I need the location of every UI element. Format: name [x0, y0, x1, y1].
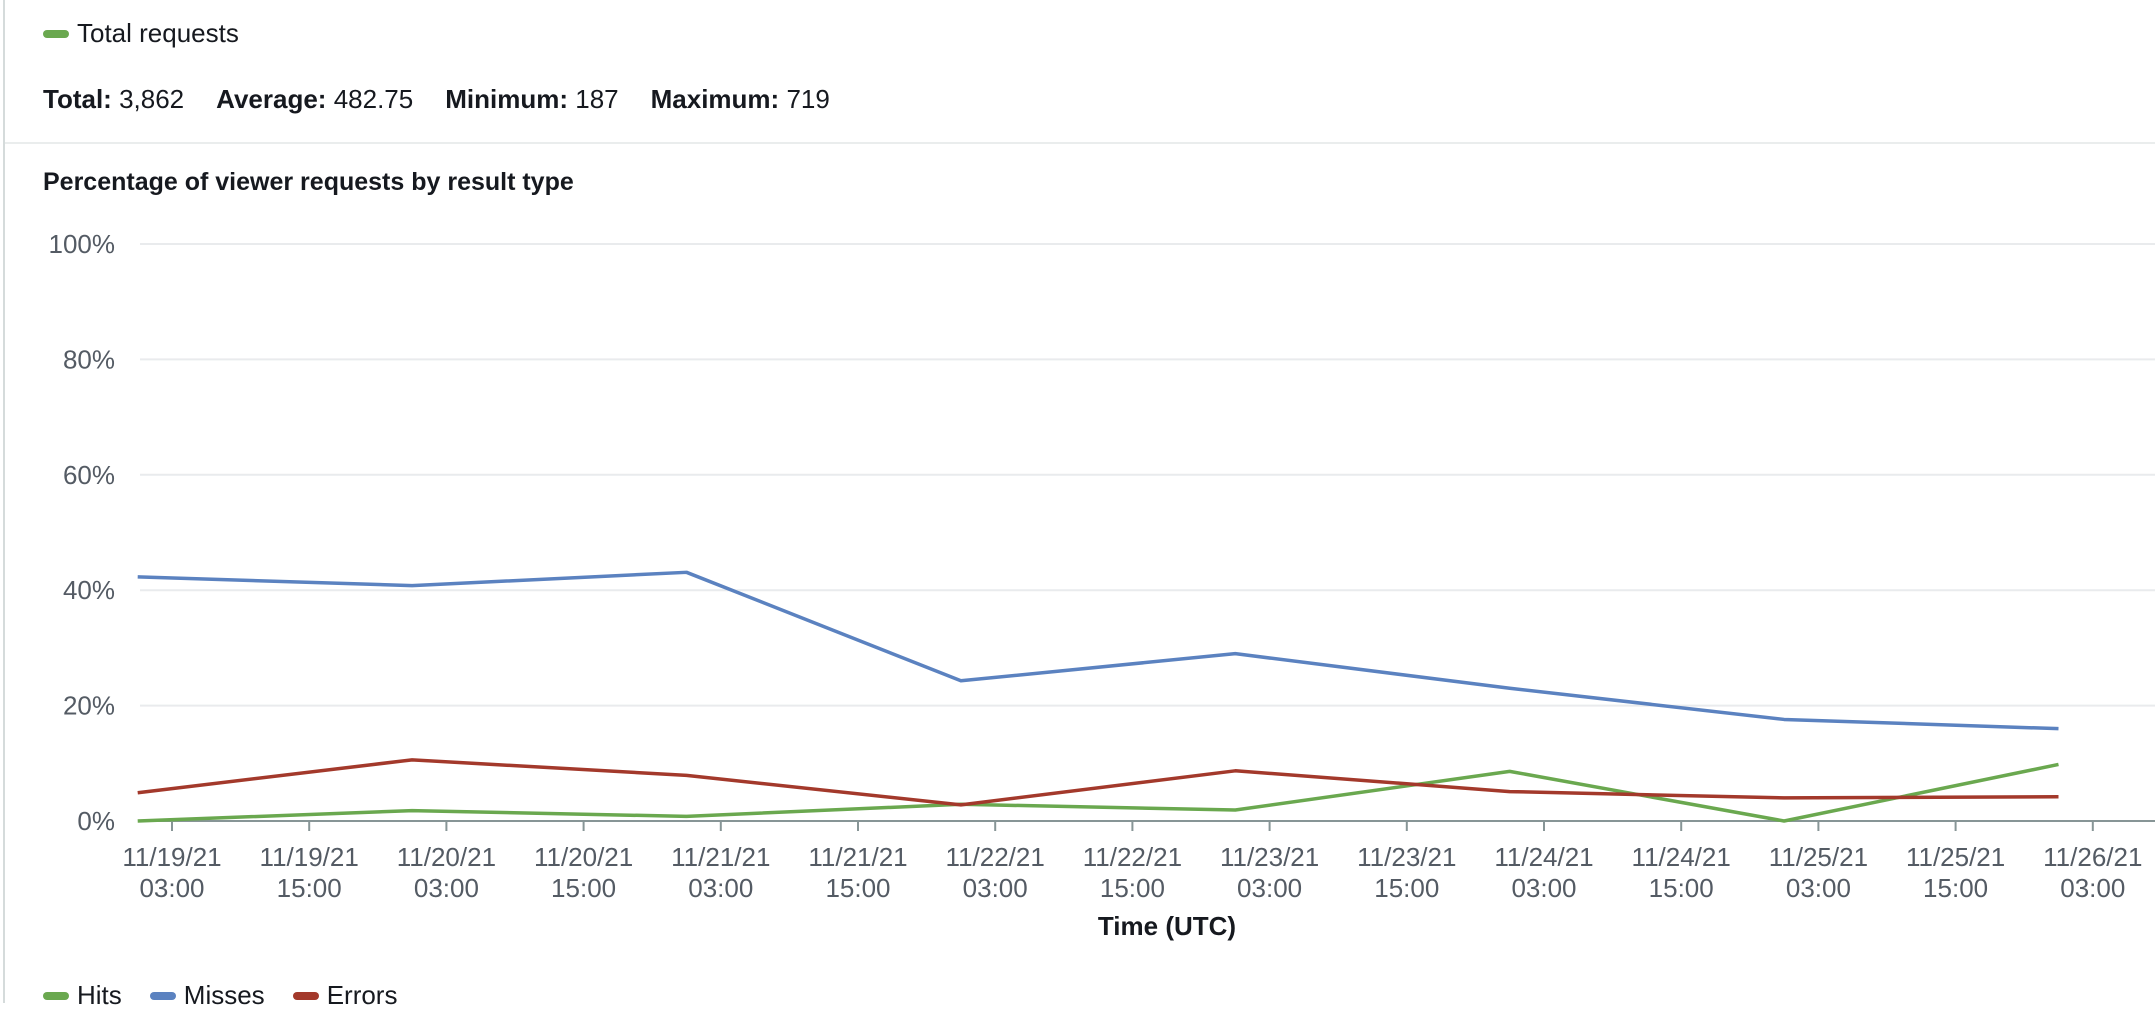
y-tick-label: 20%	[63, 691, 115, 721]
stat-total: Total: 3,862	[43, 84, 184, 115]
legend-swatch	[292, 991, 319, 1000]
stat-average: Average: 482.75	[216, 84, 413, 115]
stat-total-value: 3,862	[119, 84, 185, 114]
x-tick-label-date: 11/25/21	[1906, 842, 2005, 872]
x-tick-label-time: 03:00	[1786, 873, 1851, 903]
legend-item-hits[interactable]: Hits	[43, 980, 122, 1011]
x-tick-label-date: 11/24/21	[1494, 842, 1593, 872]
x-tick-label-date: 11/21/21	[808, 842, 907, 872]
legend-label: Hits	[77, 980, 122, 1010]
x-tick-label-date: 11/23/21	[1357, 842, 1456, 872]
legend-label: Errors	[326, 980, 398, 1010]
x-tick-label-time: 15:00	[1923, 873, 1988, 903]
stat-maximum-value: 719	[786, 84, 830, 114]
x-tick-label-date: 11/22/21	[1083, 842, 1182, 872]
x-tick-label-date: 11/19/21	[122, 842, 221, 872]
x-tick-label-time: 15:00	[1649, 873, 1714, 903]
x-tick-label-time: 03:00	[139, 873, 204, 903]
total-requests-legend[interactable]: Total requests	[43, 18, 239, 49]
stat-total-label: Total:	[43, 84, 112, 114]
x-tick-label-time: 03:00	[963, 873, 1028, 903]
x-tick-label-time: 03:00	[2060, 873, 2125, 903]
total-requests-legend-label: Total requests	[77, 18, 239, 48]
x-axis-title: Time (UTC)	[1098, 911, 1236, 941]
x-tick-label-date: 11/23/21	[1220, 842, 1319, 872]
stat-average-label: Average:	[216, 84, 327, 114]
x-tick-label-date: 11/20/21	[534, 842, 633, 872]
x-tick-label-date: 11/20/21	[397, 842, 496, 872]
x-tick-label-time: 03:00	[688, 873, 753, 903]
x-tick-label-date: 11/25/21	[1769, 842, 1868, 872]
stat-average-value: 482.75	[333, 84, 414, 114]
total-requests-swatch	[43, 29, 69, 38]
x-tick-label-time: 15:00	[551, 873, 616, 903]
request-stats: Total: 3,862 Average: 482.75 Minimum: 18…	[43, 84, 830, 115]
x-tick-label-time: 15:00	[1100, 873, 1165, 903]
panel-left-border	[3, 0, 5, 1003]
chart-legend: Hits Misses Errors	[43, 980, 397, 1011]
y-tick-label: 100%	[49, 229, 116, 259]
y-tick-label: 40%	[63, 575, 115, 605]
y-tick-label: 80%	[63, 344, 115, 374]
section-divider	[5, 142, 2155, 144]
x-tick-label-date: 11/24/21	[1632, 842, 1731, 872]
legend-swatch	[43, 991, 69, 1000]
x-tick-label-time: 03:00	[1511, 873, 1576, 903]
x-tick-label-date: 11/22/21	[946, 842, 1045, 872]
legend-item-errors[interactable]: Errors	[292, 980, 398, 1011]
series-line-hits	[137, 762, 2059, 823]
x-tick-label-date: 11/26/21	[2043, 842, 2142, 872]
x-tick-label-date: 11/19/21	[260, 842, 359, 872]
series-line-errors	[137, 758, 2059, 807]
stat-minimum-value: 187	[575, 84, 619, 114]
series-line-misses	[137, 570, 2059, 731]
x-tick-label-time: 15:00	[277, 873, 342, 903]
y-tick-label: 60%	[63, 460, 115, 490]
x-tick-label-date: 11/21/21	[671, 842, 770, 872]
legend-label: Misses	[183, 980, 265, 1010]
stat-maximum: Maximum: 719	[651, 84, 830, 115]
x-tick-label-time: 03:00	[1237, 873, 1302, 903]
x-tick-label-time: 15:00	[825, 873, 890, 903]
legend-swatch	[149, 991, 176, 1000]
stat-minimum: Minimum: 187	[445, 84, 618, 115]
chart-title: Percentage of viewer requests by result …	[43, 168, 574, 196]
x-tick-label-time: 15:00	[1374, 873, 1439, 903]
stat-minimum-label: Minimum:	[445, 84, 568, 114]
y-tick-label: 0%	[77, 806, 115, 836]
stat-maximum-label: Maximum:	[650, 84, 780, 114]
x-tick-label-time: 03:00	[414, 873, 479, 903]
legend-item-misses[interactable]: Misses	[149, 980, 265, 1011]
